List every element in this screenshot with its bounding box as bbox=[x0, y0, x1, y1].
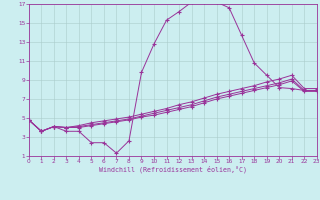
X-axis label: Windchill (Refroidissement éolien,°C): Windchill (Refroidissement éolien,°C) bbox=[99, 166, 247, 173]
